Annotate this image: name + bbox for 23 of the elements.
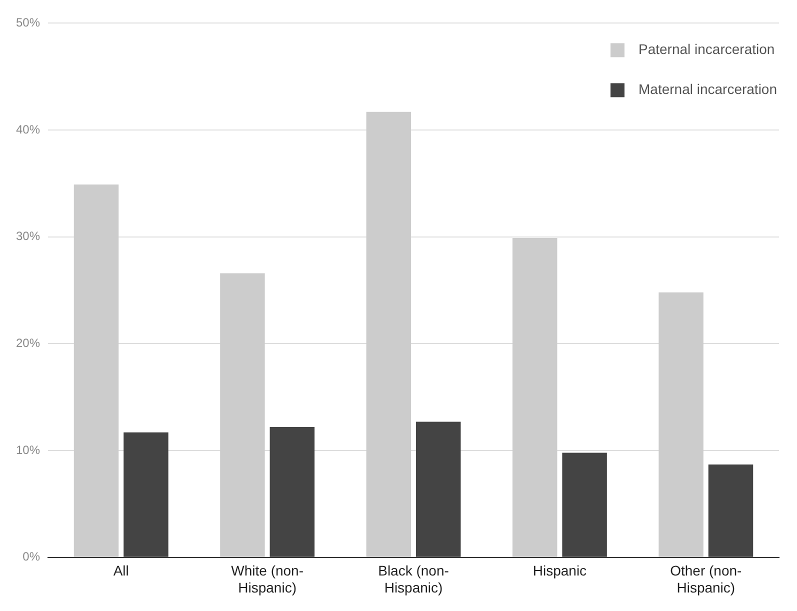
y-tick-label: 0%	[22, 550, 40, 564]
bar	[708, 464, 754, 557]
x-tick-label: All	[113, 562, 129, 579]
y-tick-label: 30%	[16, 229, 40, 244]
x-tick-label: Black (non-Hispanic)	[378, 562, 450, 596]
bar	[512, 238, 558, 557]
y-tick-label: 50%	[16, 16, 40, 30]
bar	[658, 292, 704, 557]
bar	[416, 422, 461, 557]
x-tick-label: Hispanic	[532, 562, 587, 579]
y-tick-label: 20%	[16, 336, 40, 350]
y-tick-label: 10%	[16, 442, 40, 457]
bar	[366, 112, 412, 557]
x-tick-label: White (non-Hispanic)	[231, 562, 304, 596]
bar	[124, 432, 168, 557]
bar	[74, 184, 119, 557]
legend-label: Paternal incarceration	[638, 41, 775, 58]
legend-label: Maternal incarceration	[638, 81, 778, 98]
x-tick-label: Other (non-Hispanic)	[670, 562, 742, 596]
bar	[220, 273, 265, 557]
y-tick-label: 40%	[16, 122, 40, 136]
bar	[562, 452, 607, 557]
bar	[270, 427, 315, 557]
